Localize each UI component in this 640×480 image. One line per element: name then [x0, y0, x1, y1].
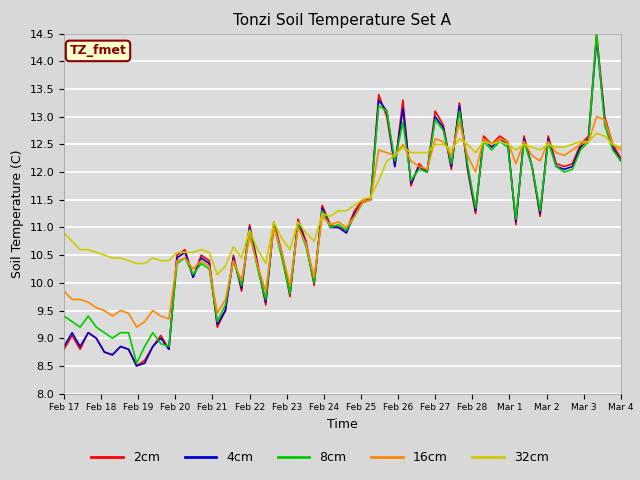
16cm: [545, 139, 552, 144]
8cm: [141, 344, 148, 349]
Title: Tonzi Soil Temperature Set A: Tonzi Soil Temperature Set A: [234, 13, 451, 28]
16cm: [60, 288, 68, 294]
2cm: [197, 252, 205, 258]
Line: 16cm: 16cm: [64, 117, 621, 327]
2cm: [141, 358, 148, 363]
4cm: [132, 363, 140, 369]
4cm: [617, 158, 625, 164]
Line: 2cm: 2cm: [64, 34, 621, 366]
Line: 8cm: 8cm: [64, 34, 621, 363]
Line: 32cm: 32cm: [64, 133, 621, 275]
4cm: [197, 255, 205, 261]
16cm: [197, 258, 205, 264]
16cm: [141, 319, 148, 324]
8cm: [60, 313, 68, 319]
2cm: [302, 239, 310, 244]
X-axis label: Time: Time: [327, 418, 358, 431]
Y-axis label: Soil Temperature (C): Soil Temperature (C): [11, 149, 24, 278]
16cm: [132, 324, 140, 330]
8cm: [617, 158, 625, 164]
32cm: [189, 250, 197, 255]
16cm: [237, 277, 245, 283]
8cm: [237, 283, 245, 288]
32cm: [545, 142, 552, 147]
32cm: [237, 255, 245, 261]
8cm: [132, 360, 140, 366]
32cm: [617, 144, 625, 150]
32cm: [593, 131, 600, 136]
8cm: [302, 244, 310, 250]
2cm: [237, 288, 245, 294]
32cm: [132, 261, 140, 266]
32cm: [60, 230, 68, 236]
2cm: [617, 156, 625, 161]
8cm: [197, 261, 205, 266]
4cm: [302, 241, 310, 247]
2cm: [132, 363, 140, 369]
4cm: [60, 344, 68, 349]
Text: TZ_fmet: TZ_fmet: [70, 44, 127, 58]
16cm: [593, 114, 600, 120]
2cm: [545, 133, 552, 139]
2cm: [375, 92, 383, 97]
4cm: [375, 97, 383, 103]
16cm: [617, 147, 625, 153]
2cm: [60, 347, 68, 352]
32cm: [375, 178, 383, 183]
8cm: [593, 31, 600, 36]
8cm: [375, 103, 383, 108]
32cm: [214, 272, 221, 277]
8cm: [545, 139, 552, 144]
4cm: [237, 286, 245, 291]
16cm: [375, 147, 383, 153]
Line: 4cm: 4cm: [64, 39, 621, 366]
4cm: [593, 36, 600, 42]
4cm: [141, 360, 148, 366]
Legend: 2cm, 4cm, 8cm, 16cm, 32cm: 2cm, 4cm, 8cm, 16cm, 32cm: [86, 446, 554, 469]
32cm: [302, 230, 310, 236]
4cm: [545, 136, 552, 142]
2cm: [593, 31, 600, 36]
16cm: [302, 241, 310, 247]
